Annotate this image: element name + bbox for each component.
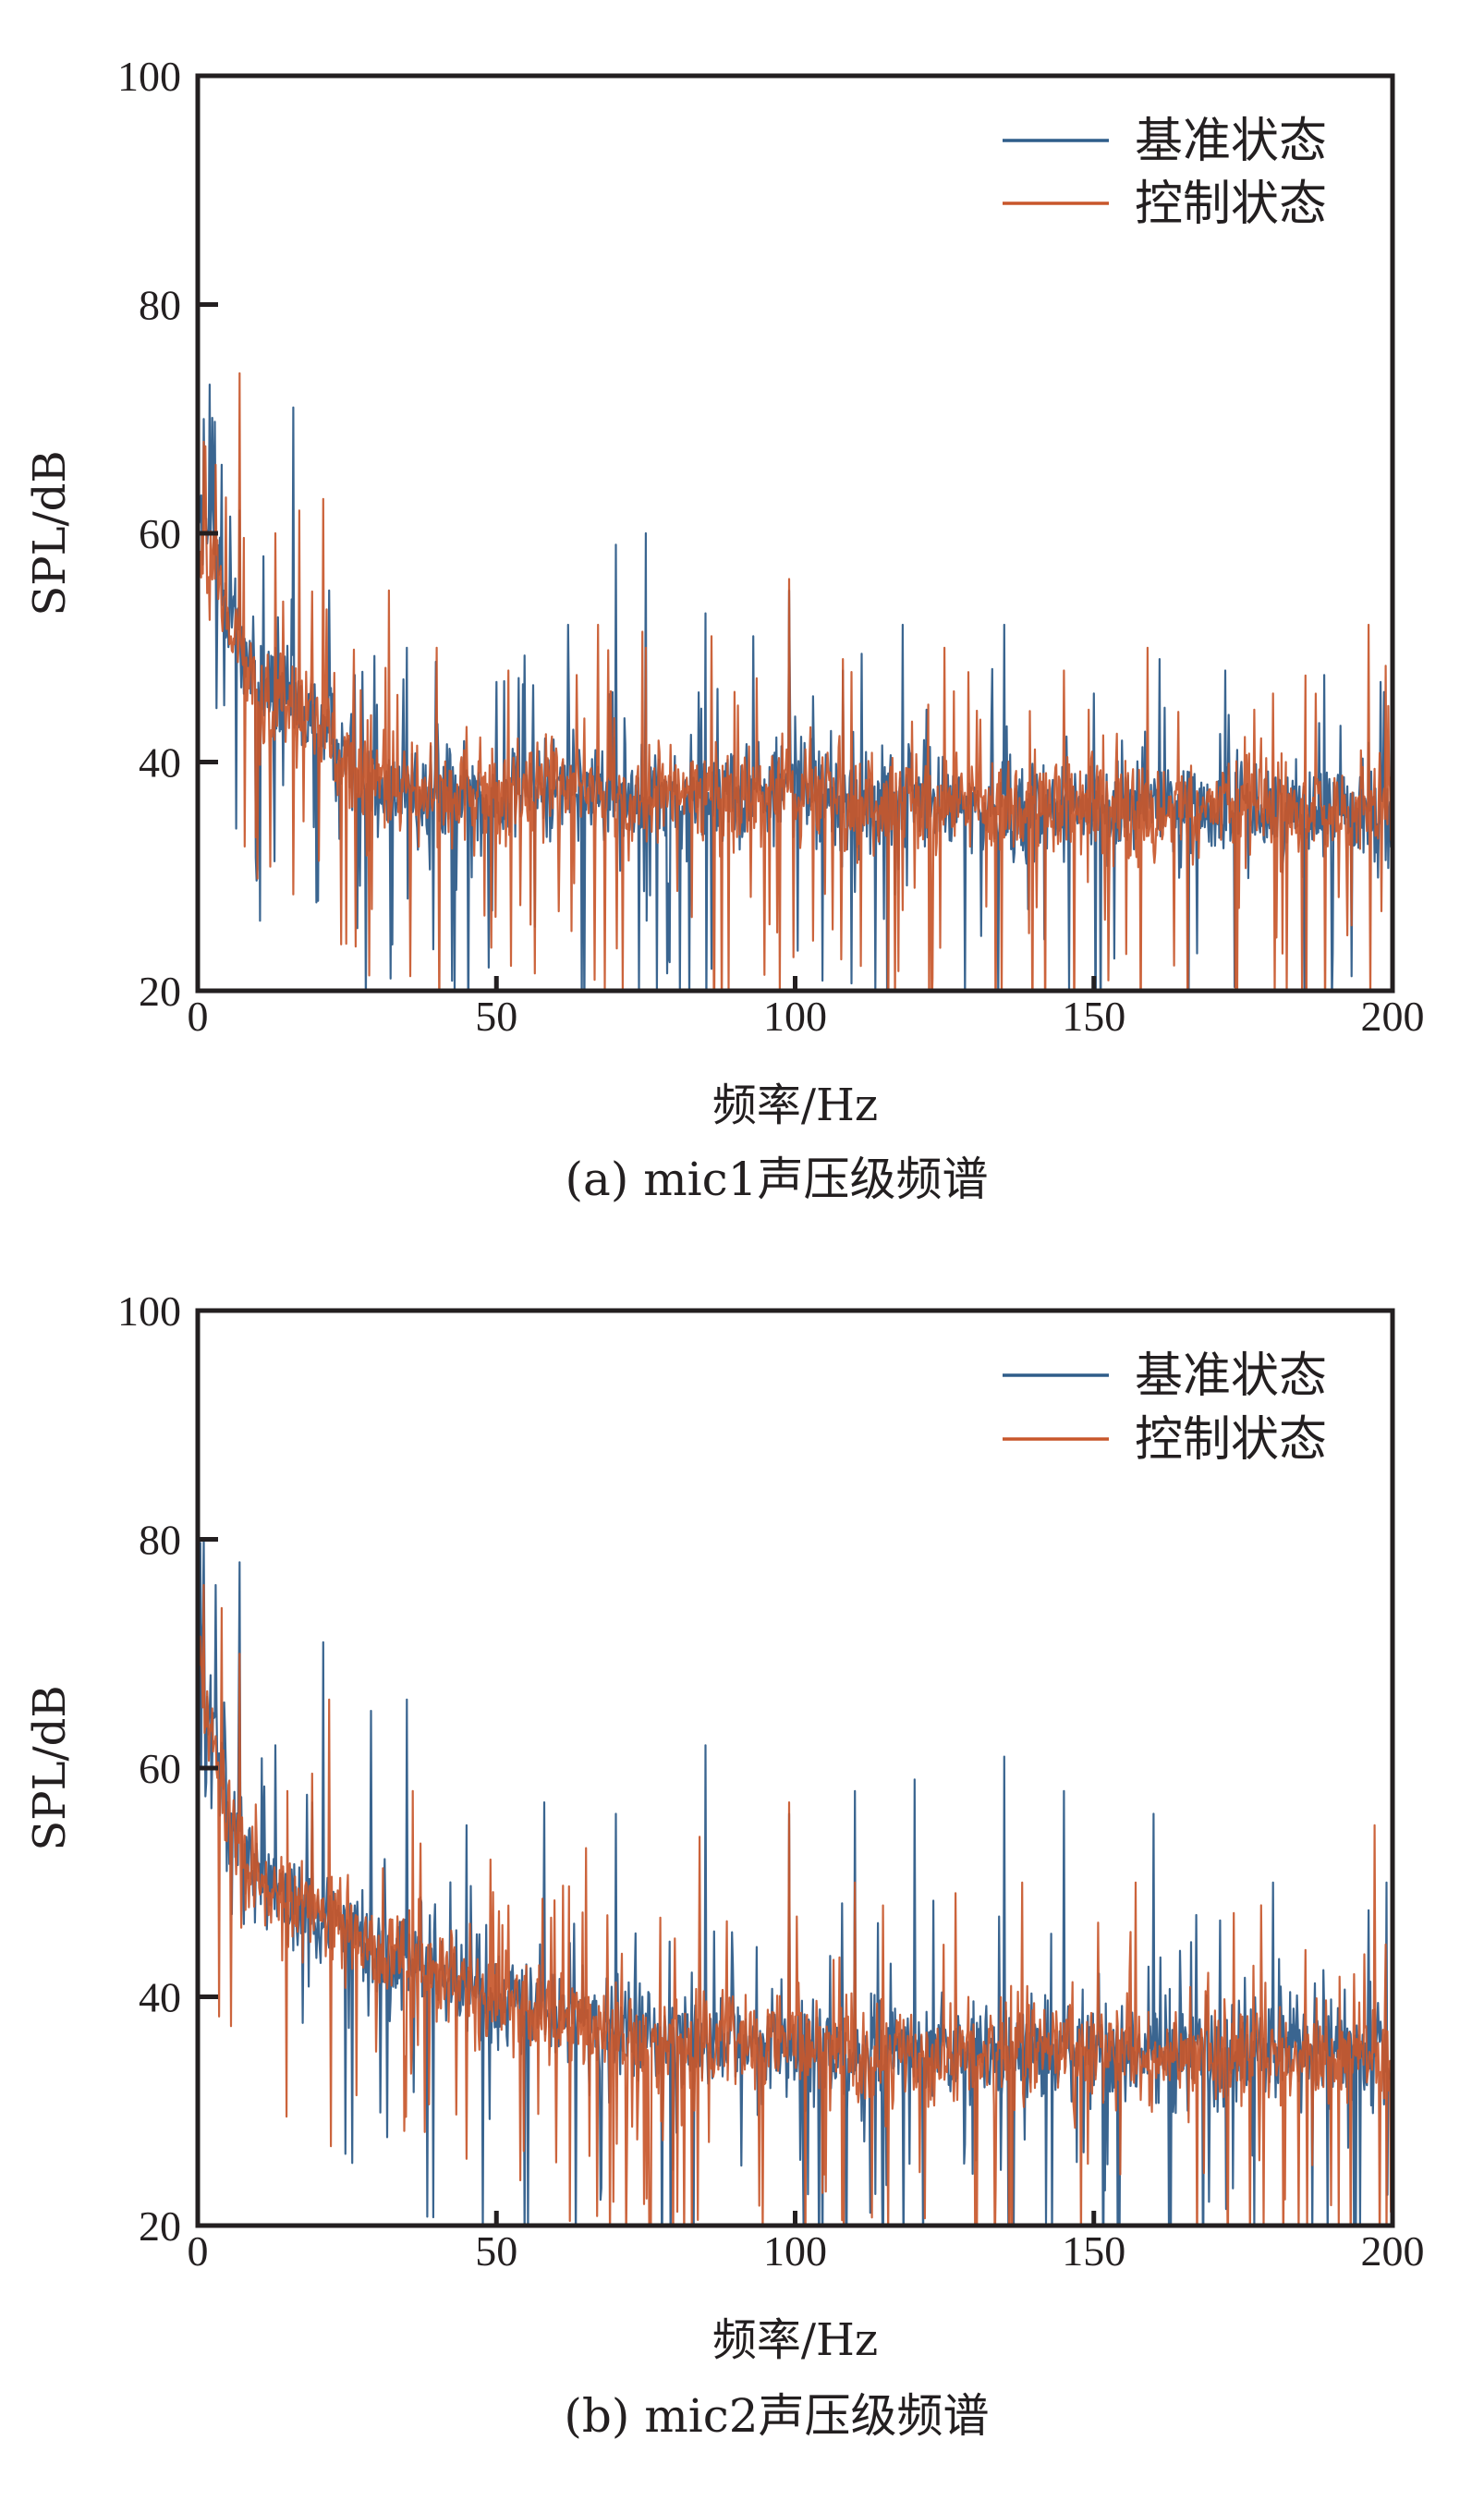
- x-tick-label: 50: [475, 993, 517, 1040]
- panel-caption: (a) mic1声压级频谱: [566, 1153, 989, 1206]
- panel-caption: (b) mic2声压级频谱: [564, 2389, 989, 2443]
- x-tick-label: 200: [1361, 993, 1425, 1040]
- y-tick-label: 100: [117, 1287, 181, 1335]
- legend-label-control: 控制状态: [1135, 1412, 1327, 1468]
- x-tick-label: 150: [1062, 993, 1125, 1040]
- series-line-baseline: [198, 384, 1393, 991]
- series-line-baseline: [198, 1538, 1393, 2226]
- x-tick-label: 100: [763, 2227, 827, 2275]
- y-axis-title: SPL/dB: [24, 450, 76, 616]
- legend-label-baseline: 基准状态: [1135, 114, 1327, 169]
- x-axis-title: 频率/Hz: [712, 1080, 878, 1131]
- x-tick-label: 50: [475, 2227, 517, 2275]
- x-tick-label: 0: [188, 993, 209, 1040]
- y-tick-label: 20: [139, 968, 181, 1015]
- x-tick-label: 0: [188, 2227, 209, 2275]
- legend-label-control: 控制状态: [1135, 177, 1327, 232]
- y-tick-label: 60: [139, 510, 181, 557]
- y-tick-label: 40: [139, 1974, 181, 2021]
- plot-area: [198, 1538, 1393, 2226]
- plot-area: [198, 372, 1393, 991]
- legend-label-baseline: 基准状态: [1135, 1348, 1327, 1404]
- chart-panel-a: 0 50 100 150 200 20 40 60 80 100 频率/Hz SPL/dB 基准状态控制…: [24, 53, 1425, 1206]
- x-tick-label: 100: [763, 993, 827, 1040]
- x-tick-label: 200: [1361, 2227, 1425, 2275]
- y-tick-label: 40: [139, 739, 181, 787]
- x-axis-title: 频率/Hz: [712, 2314, 878, 2366]
- y-tick-label: 100: [117, 53, 181, 100]
- x-tick-label: 150: [1062, 2227, 1125, 2275]
- y-tick-label: 80: [139, 282, 181, 329]
- y-tick-label: 20: [139, 2202, 181, 2250]
- chart-panel-b: 0 50 100 150 200 20 40 60 80 100 频率/Hz SPL/dB 基准状态控制…: [24, 1287, 1425, 2443]
- series-line-control: [198, 372, 1393, 991]
- y-axis-title: SPL/dB: [24, 1685, 76, 1850]
- series-line-control: [198, 1583, 1393, 2226]
- y-tick-label: 60: [139, 1745, 181, 1792]
- y-tick-label: 80: [139, 1517, 181, 1564]
